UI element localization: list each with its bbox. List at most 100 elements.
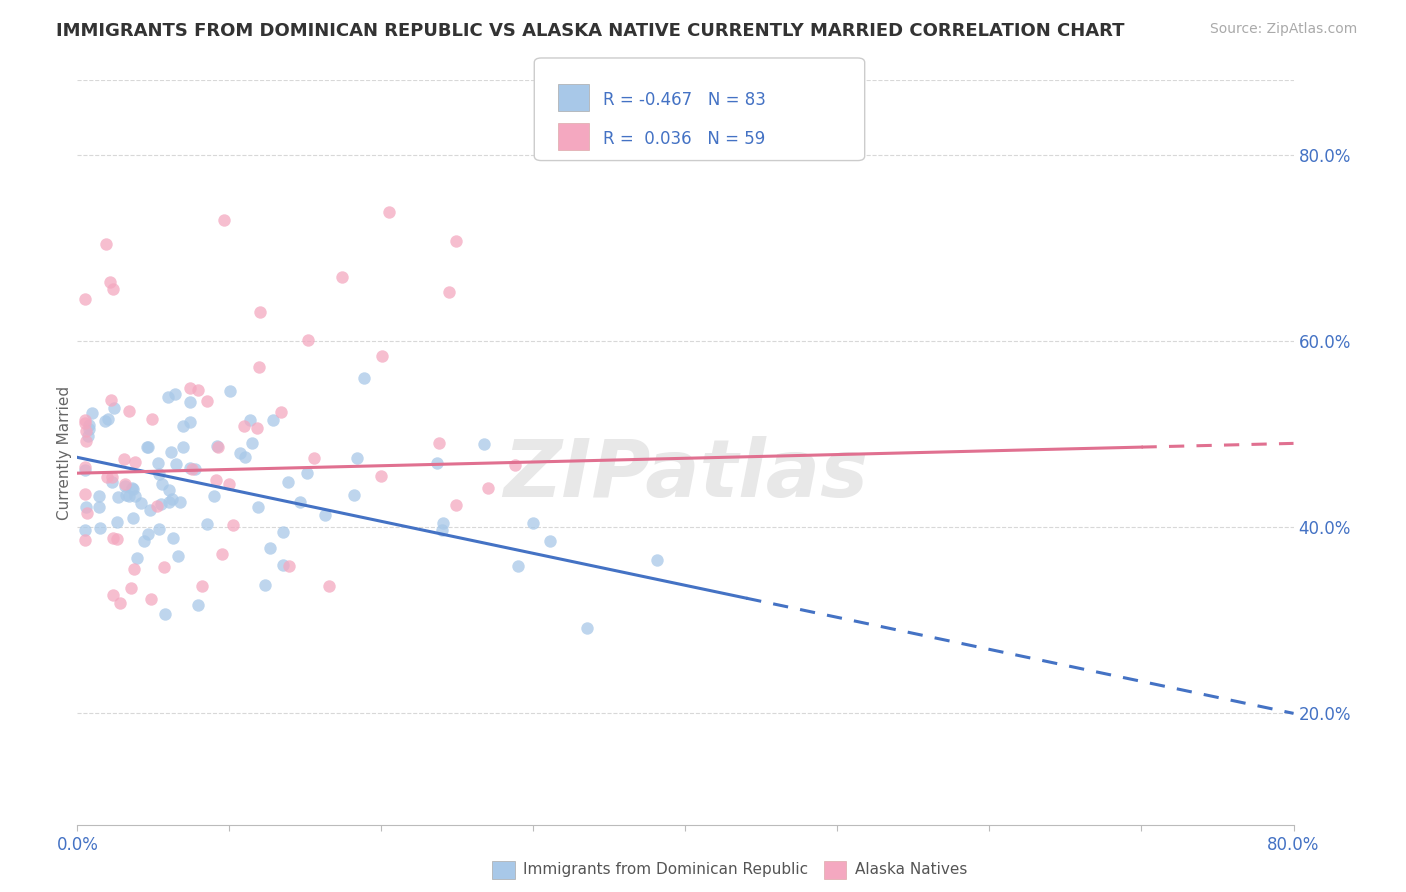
Point <box>370 468 392 483</box>
Point <box>211 547 233 561</box>
Point <box>131 496 153 510</box>
Point <box>103 401 125 415</box>
Point <box>575 621 598 635</box>
Point <box>150 477 173 491</box>
Point <box>73 523 96 537</box>
Point <box>122 562 145 576</box>
Point <box>371 349 394 363</box>
Point <box>124 455 146 469</box>
Point <box>235 450 257 464</box>
Text: ZIPatlas: ZIPatlas <box>503 436 868 514</box>
Point <box>288 495 311 509</box>
Point <box>205 439 228 453</box>
Point <box>330 269 353 284</box>
Point <box>97 412 120 426</box>
Point <box>115 488 138 502</box>
Point <box>125 551 148 566</box>
Point <box>167 549 190 563</box>
Point <box>262 412 284 426</box>
Point <box>163 387 186 401</box>
Point <box>121 481 143 495</box>
Point <box>75 424 97 438</box>
Point <box>101 470 124 484</box>
Point <box>73 487 96 501</box>
Point <box>75 434 97 449</box>
Point <box>96 236 118 251</box>
Text: R =  0.036   N = 59: R = 0.036 N = 59 <box>603 130 765 148</box>
Point <box>77 422 100 436</box>
Point <box>277 475 299 489</box>
Point <box>202 489 225 503</box>
Point <box>378 204 401 219</box>
Point <box>240 435 263 450</box>
Point <box>122 511 145 525</box>
Point <box>239 413 262 427</box>
Point <box>107 490 129 504</box>
Point <box>157 495 180 509</box>
Point <box>508 558 530 573</box>
Point <box>179 395 201 409</box>
Point <box>259 541 281 555</box>
Point <box>195 394 218 409</box>
Point <box>148 467 170 482</box>
Point <box>89 521 111 535</box>
Point <box>79 418 101 433</box>
Point <box>205 474 228 488</box>
Point <box>73 463 96 477</box>
Point <box>139 503 162 517</box>
Point <box>105 516 128 530</box>
Point <box>80 406 103 420</box>
Point <box>426 456 449 470</box>
Point <box>233 419 256 434</box>
Point <box>153 559 176 574</box>
Point <box>522 516 544 531</box>
Point <box>87 489 110 503</box>
Point <box>162 531 184 545</box>
Point <box>148 456 170 470</box>
Point <box>247 359 270 374</box>
Point <box>157 483 180 497</box>
Point <box>122 483 145 497</box>
Point <box>101 282 124 296</box>
Point <box>346 450 368 465</box>
Text: IMMIGRANTS FROM DOMINICAN REPUBLIC VS ALASKA NATIVE CURRENTLY MARRIED CORRELATIO: IMMIGRANTS FROM DOMINICAN REPUBLIC VS AL… <box>56 22 1125 40</box>
Point <box>314 508 336 522</box>
Point <box>118 404 141 418</box>
Point <box>135 440 157 454</box>
Text: R = -0.467   N = 83: R = -0.467 N = 83 <box>603 91 766 109</box>
Point <box>277 558 299 573</box>
Point <box>73 413 96 427</box>
Point <box>172 440 194 454</box>
Point <box>100 393 122 408</box>
Point <box>195 517 218 532</box>
Point <box>429 435 451 450</box>
Point <box>160 492 183 507</box>
Point <box>179 461 201 475</box>
Point <box>172 419 194 434</box>
Point <box>96 470 118 484</box>
Point <box>180 462 202 476</box>
Point <box>112 451 135 466</box>
Point <box>153 607 176 621</box>
Point <box>114 477 136 491</box>
Y-axis label: Currently Married: Currently Married <box>56 385 72 520</box>
Point <box>73 460 96 475</box>
Point <box>94 414 117 428</box>
Point <box>118 489 141 503</box>
Point <box>73 416 96 430</box>
Point <box>247 500 270 514</box>
Point <box>149 497 172 511</box>
Point <box>430 523 453 537</box>
Point <box>538 533 561 548</box>
Point <box>254 578 277 592</box>
Point <box>179 381 201 395</box>
Point <box>318 579 340 593</box>
Point <box>136 527 159 541</box>
Point <box>212 213 235 227</box>
Point <box>229 445 252 459</box>
Point <box>647 553 669 567</box>
Point <box>302 451 325 466</box>
Point <box>148 522 170 536</box>
Point <box>297 333 319 347</box>
Point <box>437 285 460 299</box>
